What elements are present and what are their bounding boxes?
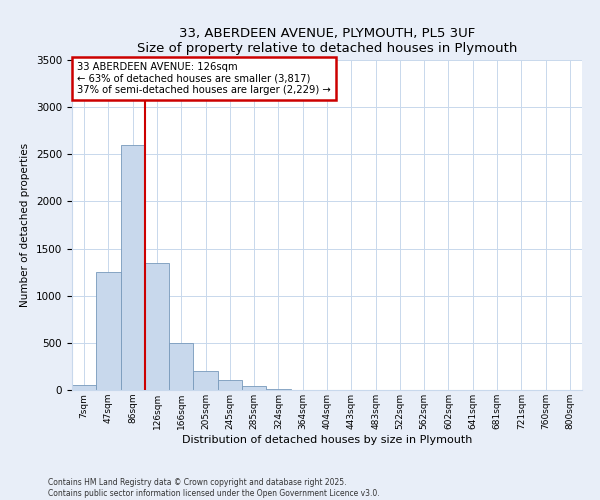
Text: Contains HM Land Registry data © Crown copyright and database right 2025.
Contai: Contains HM Land Registry data © Crown c… xyxy=(48,478,380,498)
Bar xyxy=(145,262,169,390)
Bar xyxy=(96,272,121,390)
X-axis label: Distribution of detached houses by size in Plymouth: Distribution of detached houses by size … xyxy=(182,434,472,444)
Bar xyxy=(218,380,242,390)
Bar xyxy=(193,371,218,390)
Bar xyxy=(242,386,266,390)
Bar xyxy=(266,388,290,390)
Text: 33 ABERDEEN AVENUE: 126sqm
← 63% of detached houses are smaller (3,817)
37% of s: 33 ABERDEEN AVENUE: 126sqm ← 63% of deta… xyxy=(77,62,331,95)
Bar xyxy=(169,343,193,390)
Y-axis label: Number of detached properties: Number of detached properties xyxy=(20,143,31,307)
Title: 33, ABERDEEN AVENUE, PLYMOUTH, PL5 3UF
Size of property relative to detached hou: 33, ABERDEEN AVENUE, PLYMOUTH, PL5 3UF S… xyxy=(137,26,517,54)
Bar xyxy=(72,386,96,390)
Bar xyxy=(121,145,145,390)
